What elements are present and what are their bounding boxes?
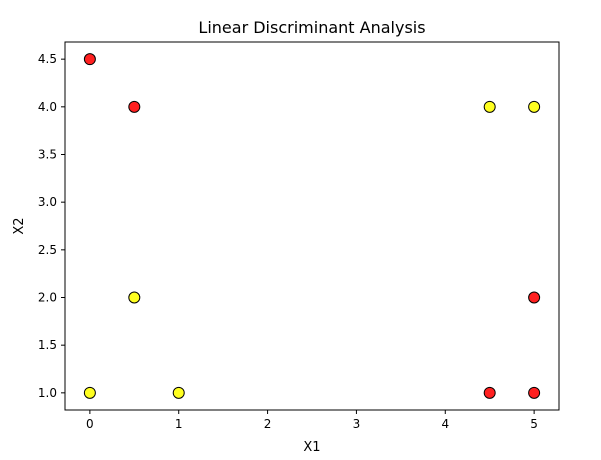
y-tick-label: 2.0 <box>38 291 57 305</box>
x-tick-label: 1 <box>175 417 183 431</box>
y-tick-label: 2.5 <box>38 243 57 257</box>
data-point <box>128 291 141 304</box>
data-point <box>483 100 496 113</box>
data-point <box>172 386 185 399</box>
data-points <box>83 53 541 399</box>
y-tick-label: 3.0 <box>38 195 57 209</box>
data-point <box>528 100 541 113</box>
data-point <box>528 291 541 304</box>
x-tick-label: 3 <box>353 417 361 431</box>
x-axis-label: X1 <box>303 440 320 455</box>
y-tick-label: 1.5 <box>38 338 57 352</box>
data-point <box>128 100 141 113</box>
x-tick-label: 0 <box>86 417 94 431</box>
data-point <box>83 53 96 66</box>
x-tick-label: 4 <box>441 417 449 431</box>
x-axis-ticks: 0 1 2 3 4 5 <box>86 410 538 431</box>
y-axis-label: X2 <box>12 217 27 234</box>
data-point <box>483 386 496 399</box>
y-axis-ticks: 1.0 1.5 2.0 2.5 3.0 3.5 4.0 4.5 <box>38 52 65 400</box>
chart-title: Linear Discriminant Analysis <box>198 18 425 37</box>
y-tick-label: 4.5 <box>38 52 57 66</box>
data-point <box>528 386 541 399</box>
plot-area-frame <box>64 41 560 411</box>
x-tick-label: 2 <box>264 417 272 431</box>
data-point <box>83 386 96 399</box>
y-tick-label: 1.0 <box>38 386 57 400</box>
x-tick-label: 5 <box>530 417 538 431</box>
y-tick-label: 4.0 <box>38 100 57 114</box>
y-tick-label: 3.5 <box>38 147 57 161</box>
